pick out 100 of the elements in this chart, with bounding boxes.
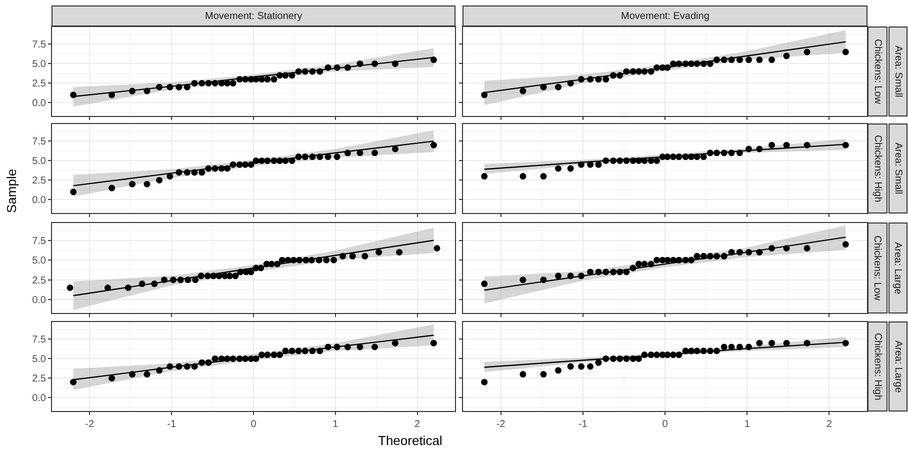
point (567, 80, 574, 86)
point (264, 157, 271, 164)
point (602, 157, 610, 164)
point (664, 64, 671, 71)
point (706, 252, 714, 260)
point (156, 84, 163, 90)
point (540, 371, 547, 378)
point (540, 173, 547, 180)
point (706, 60, 714, 67)
point (258, 264, 264, 272)
y-tick-label: 7.5 (32, 136, 46, 148)
point (316, 348, 324, 354)
point (623, 355, 630, 362)
point (252, 76, 260, 83)
text: Area: Large (892, 242, 903, 295)
point (481, 92, 488, 98)
point (783, 340, 790, 346)
point (641, 68, 648, 75)
point (309, 68, 316, 75)
point (587, 363, 594, 370)
point (191, 169, 198, 176)
x-tick-label: 2 (414, 419, 421, 430)
point (212, 165, 218, 172)
point (676, 60, 682, 67)
point (736, 248, 743, 256)
point (371, 344, 378, 350)
point (713, 252, 720, 260)
text: Area: Small (892, 142, 904, 194)
point (610, 157, 617, 164)
y-tick-label: 0.0 (32, 393, 46, 404)
point (216, 272, 222, 280)
y-tick-label: 2.5 (32, 78, 46, 90)
point (746, 248, 752, 256)
point (129, 88, 136, 94)
point (70, 188, 77, 196)
point (635, 260, 642, 268)
text: Chickens: High (872, 135, 883, 202)
point (282, 348, 289, 354)
point (198, 169, 206, 176)
chart-title: Movement: Evading (621, 11, 710, 22)
point (144, 371, 150, 378)
point (700, 60, 707, 67)
point (248, 161, 254, 168)
point (184, 84, 190, 90)
point (578, 76, 584, 83)
point (713, 56, 720, 64)
point (205, 165, 212, 172)
point (648, 260, 654, 268)
point (191, 363, 198, 370)
point (616, 268, 624, 276)
point (242, 161, 249, 168)
point (728, 248, 735, 256)
point (682, 154, 689, 160)
point (198, 272, 204, 280)
point (713, 348, 720, 354)
point (236, 76, 243, 83)
point (434, 245, 440, 252)
point (670, 352, 676, 358)
point (694, 252, 700, 260)
point (290, 256, 297, 264)
point (430, 142, 437, 148)
point (648, 68, 654, 75)
point (630, 264, 636, 272)
point (282, 72, 289, 79)
point (392, 60, 398, 67)
point (160, 276, 168, 284)
point (302, 68, 308, 75)
point (324, 154, 332, 160)
point (392, 340, 398, 346)
point (706, 348, 714, 354)
y-tick-label: 7.5 (32, 236, 46, 247)
point (258, 352, 265, 358)
y-tick-label: 0.0 (32, 98, 46, 110)
x-tick-label: -2 (496, 419, 506, 430)
point (108, 92, 116, 98)
point (768, 142, 775, 148)
point (520, 88, 526, 94)
point (224, 355, 231, 362)
point (540, 276, 547, 284)
point (376, 248, 382, 256)
point (648, 352, 654, 358)
point (349, 252, 356, 260)
point (270, 157, 278, 164)
point (768, 340, 775, 346)
point (688, 154, 695, 160)
point (610, 72, 617, 79)
point (555, 84, 562, 90)
point (578, 161, 584, 168)
point (252, 355, 260, 362)
point (688, 60, 695, 67)
point (129, 180, 136, 188)
point (356, 150, 364, 156)
point (170, 276, 176, 284)
point (610, 268, 617, 276)
point (356, 344, 364, 350)
point (108, 374, 116, 382)
x-axis-title: Theoretical (378, 433, 442, 448)
x-tick-label: -2 (85, 419, 95, 430)
point (602, 76, 610, 83)
x-tick-label: 2 (826, 419, 832, 430)
